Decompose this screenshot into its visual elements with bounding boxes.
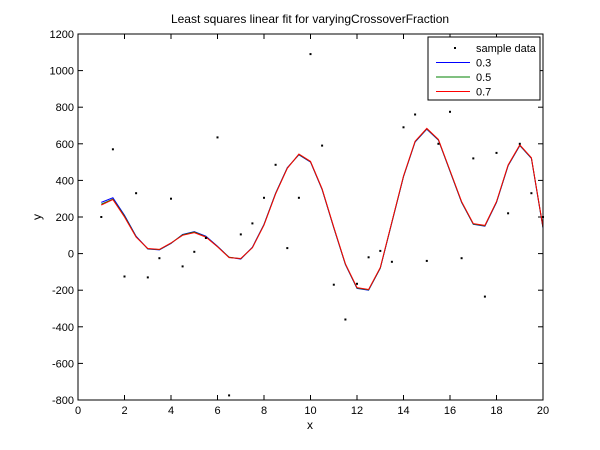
y-tick-label: -400: [52, 322, 74, 334]
sample-data-point: [181, 265, 184, 268]
sample-data-point: [402, 126, 405, 129]
legend-label: 0.7: [476, 87, 491, 99]
sample-data-point: [367, 256, 370, 259]
x-tick-label: 20: [537, 405, 549, 417]
sample-data-point: [100, 216, 103, 218]
sample-data-point: [251, 222, 254, 225]
sample-data-point: [460, 257, 463, 260]
y-tick-label: -600: [52, 358, 74, 370]
legend-items: sample data 0.3 0.5 0.7: [436, 43, 537, 99]
y-tick-label: 600: [56, 139, 74, 151]
tick-layer: 0 2 4 6 8 10 12 14 16 18 20 -800 -600 -400 -200 0 200 400…: [50, 29, 550, 417]
sample-data-point: [216, 136, 219, 139]
sample-data-point: [472, 157, 475, 160]
y-axis-label: y: [30, 214, 44, 220]
x-tick-label: 16: [444, 405, 456, 417]
sample-data-point: [449, 110, 451, 113]
sample-data-point: [135, 192, 138, 195]
series-line-0-7: [101, 127, 544, 291]
x-tick-label: 14: [397, 405, 409, 417]
sample-data-point: [530, 192, 533, 195]
sample-data-point: [123, 275, 126, 278]
legend-label: 0.5: [476, 72, 491, 84]
sample-data-point: [158, 257, 161, 260]
y-tick-label: 1200: [50, 29, 74, 41]
sample-data-point: [111, 148, 114, 151]
chart-title: Least squares linear fit for varyingCros…: [171, 12, 449, 26]
sample-data-point: [228, 394, 231, 397]
y-tick-label: 400: [56, 175, 74, 187]
sample-data-point: [309, 53, 312, 56]
sample-data-point: [274, 163, 277, 166]
sample-data-point: [390, 260, 393, 263]
series-line-0-3: [101, 128, 544, 291]
sample-data-point: [344, 318, 347, 321]
sample-data-point: [321, 144, 324, 147]
sample-data-point: [297, 196, 300, 199]
series-line-0-5: [101, 128, 544, 291]
sample-data-point: [483, 295, 486, 298]
legend-label: 0.3: [476, 58, 491, 70]
x-axis-label: x: [307, 418, 313, 432]
sample-data-point: [239, 233, 242, 236]
x-tick-label: 10: [304, 405, 316, 417]
y-tick-label: -200: [52, 285, 74, 297]
legend-marker: [454, 47, 456, 49]
legend-box: [427, 36, 541, 101]
x-tick-label: 8: [261, 405, 267, 417]
y-tick-label: 1000: [50, 66, 74, 78]
sample-data-point: [507, 212, 510, 215]
y-tick-label: 800: [56, 102, 74, 114]
sample-data-point: [332, 283, 335, 286]
sample-data-point: [146, 276, 149, 279]
data-layer: [100, 53, 544, 397]
x-tick-label: 6: [214, 405, 220, 417]
y-tick-label: 0: [68, 249, 74, 261]
sample-data-point: [379, 249, 382, 252]
y-tick-label: 200: [56, 212, 74, 224]
sample-data-point: [495, 151, 498, 154]
sample-data-point: [414, 113, 417, 116]
x-tick-label: 12: [351, 405, 363, 417]
axes-frame: [77, 33, 544, 401]
x-tick-label: 2: [121, 405, 127, 417]
sample-data-point: [425, 259, 428, 262]
sample-data-point: [193, 250, 196, 253]
sample-data-point: [263, 196, 265, 199]
x-tick-label: 4: [168, 405, 174, 417]
x-tick-label: 0: [75, 405, 81, 417]
sample-data-point: [518, 142, 521, 145]
sample-data-point: [437, 142, 440, 145]
sample-data-point: [356, 282, 358, 285]
sample-data-point: [204, 237, 207, 239]
sample-data-point: [286, 247, 289, 250]
y-tick-label: -800: [52, 395, 74, 407]
x-tick-label: 18: [490, 405, 502, 417]
sample-data-point: [170, 197, 172, 200]
legend-label: sample data: [476, 43, 537, 55]
legend: sample data 0.3 0.5 0.7: [427, 36, 541, 101]
